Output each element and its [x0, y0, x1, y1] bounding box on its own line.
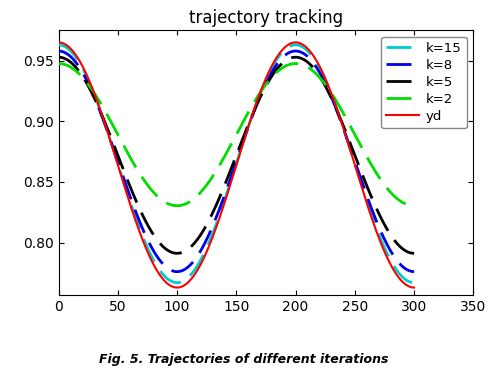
k=15	[386, 256, 392, 260]
k=15	[337, 114, 343, 119]
k=5	[174, 251, 180, 256]
yd	[200, 257, 206, 262]
k=15	[300, 45, 305, 49]
k=5	[357, 165, 363, 170]
k=8	[200, 244, 206, 249]
Text: Fig. 5. Trajectories of different iterations: Fig. 5. Trajectories of different iterat…	[99, 353, 389, 366]
yd	[337, 114, 343, 119]
k=5	[300, 57, 305, 61]
k=15	[411, 280, 417, 285]
k=5	[212, 206, 218, 210]
k=15	[200, 253, 206, 258]
Line: yd: yd	[59, 42, 414, 288]
k=8	[174, 270, 180, 274]
yd	[357, 178, 363, 183]
k=2	[300, 62, 305, 67]
k=5	[411, 251, 417, 256]
k=15	[212, 225, 218, 230]
yd	[56, 40, 61, 45]
k=5	[386, 231, 392, 235]
yd	[300, 42, 305, 47]
yd	[386, 260, 392, 264]
k=2	[386, 189, 392, 193]
k=8	[212, 218, 218, 223]
k=2	[337, 104, 343, 108]
Line: k=8: k=8	[59, 51, 414, 272]
Line: k=2: k=2	[59, 64, 414, 206]
k=8	[337, 115, 343, 120]
k=8	[56, 49, 61, 53]
k=2	[200, 187, 206, 192]
Legend: k=15, k=8, k=5, k=2, yd: k=15, k=8, k=5, k=2, yd	[381, 37, 467, 128]
k=8	[386, 246, 392, 251]
k=8	[300, 51, 305, 55]
k=2	[212, 170, 218, 175]
k=15	[357, 177, 363, 181]
k=2	[174, 203, 180, 208]
yd	[411, 285, 417, 290]
k=8	[357, 173, 363, 177]
k=15	[174, 280, 180, 285]
k=8	[411, 270, 417, 274]
k=5	[56, 55, 61, 59]
Line: k=5: k=5	[59, 57, 414, 253]
yd	[174, 285, 180, 290]
yd	[212, 228, 218, 233]
k=2	[357, 141, 363, 146]
k=15	[56, 43, 61, 47]
k=5	[337, 114, 343, 119]
Title: trajectory tracking: trajectory tracking	[189, 9, 343, 27]
Line: k=15: k=15	[59, 45, 414, 283]
k=5	[200, 229, 206, 233]
k=2	[56, 61, 61, 66]
k=2	[411, 203, 417, 208]
